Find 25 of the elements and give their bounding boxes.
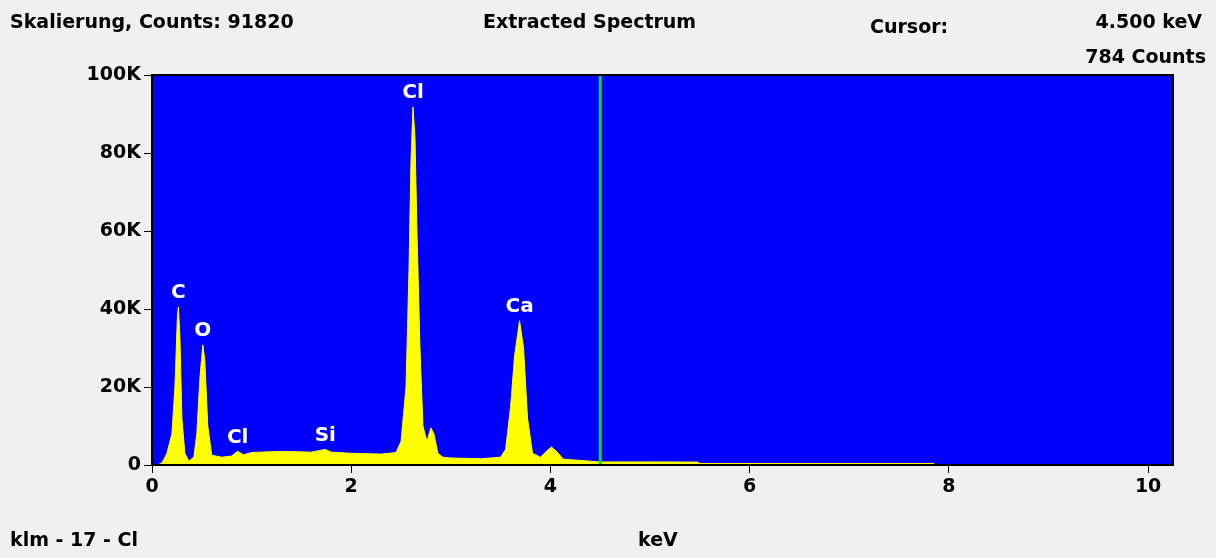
- text: 784 Counts: [1085, 45, 1206, 67]
- y-tick-label: 40K: [99, 295, 143, 318]
- x-tick-label: 8: [942, 474, 956, 497]
- annotation: Cl: [402, 79, 424, 104]
- x-tick-label: 0: [145, 474, 159, 497]
- text: Cursor:: [870, 15, 949, 37]
- y-tick-label: 60K: [99, 217, 143, 240]
- x-tick-label: 2: [344, 474, 358, 497]
- annotation: Cl: [226, 423, 249, 448]
- y-tick-label: 0: [127, 451, 141, 474]
- annotation: O: [194, 317, 212, 342]
- x-axis-title: keV: [638, 528, 678, 550]
- text: Skalierung, Counts: 91820: [10, 10, 294, 32]
- text: klm - 17 - Cl: [10, 528, 139, 550]
- y-tick-label: 80K: [99, 139, 143, 162]
- x-tick-label: 6: [743, 474, 757, 497]
- annotation: Si: [314, 421, 336, 446]
- text: 4.500 keV: [1095, 10, 1202, 32]
- chart-title: Extracted Spectrum: [483, 10, 697, 32]
- y-tick-label: 100K: [86, 61, 143, 84]
- x-tick-label: 10: [1134, 474, 1162, 497]
- y-tick-label: 20K: [99, 373, 143, 396]
- annotation: Ca: [505, 292, 534, 317]
- x-tick-label: 4: [543, 474, 558, 497]
- annotation: C: [171, 279, 186, 304]
